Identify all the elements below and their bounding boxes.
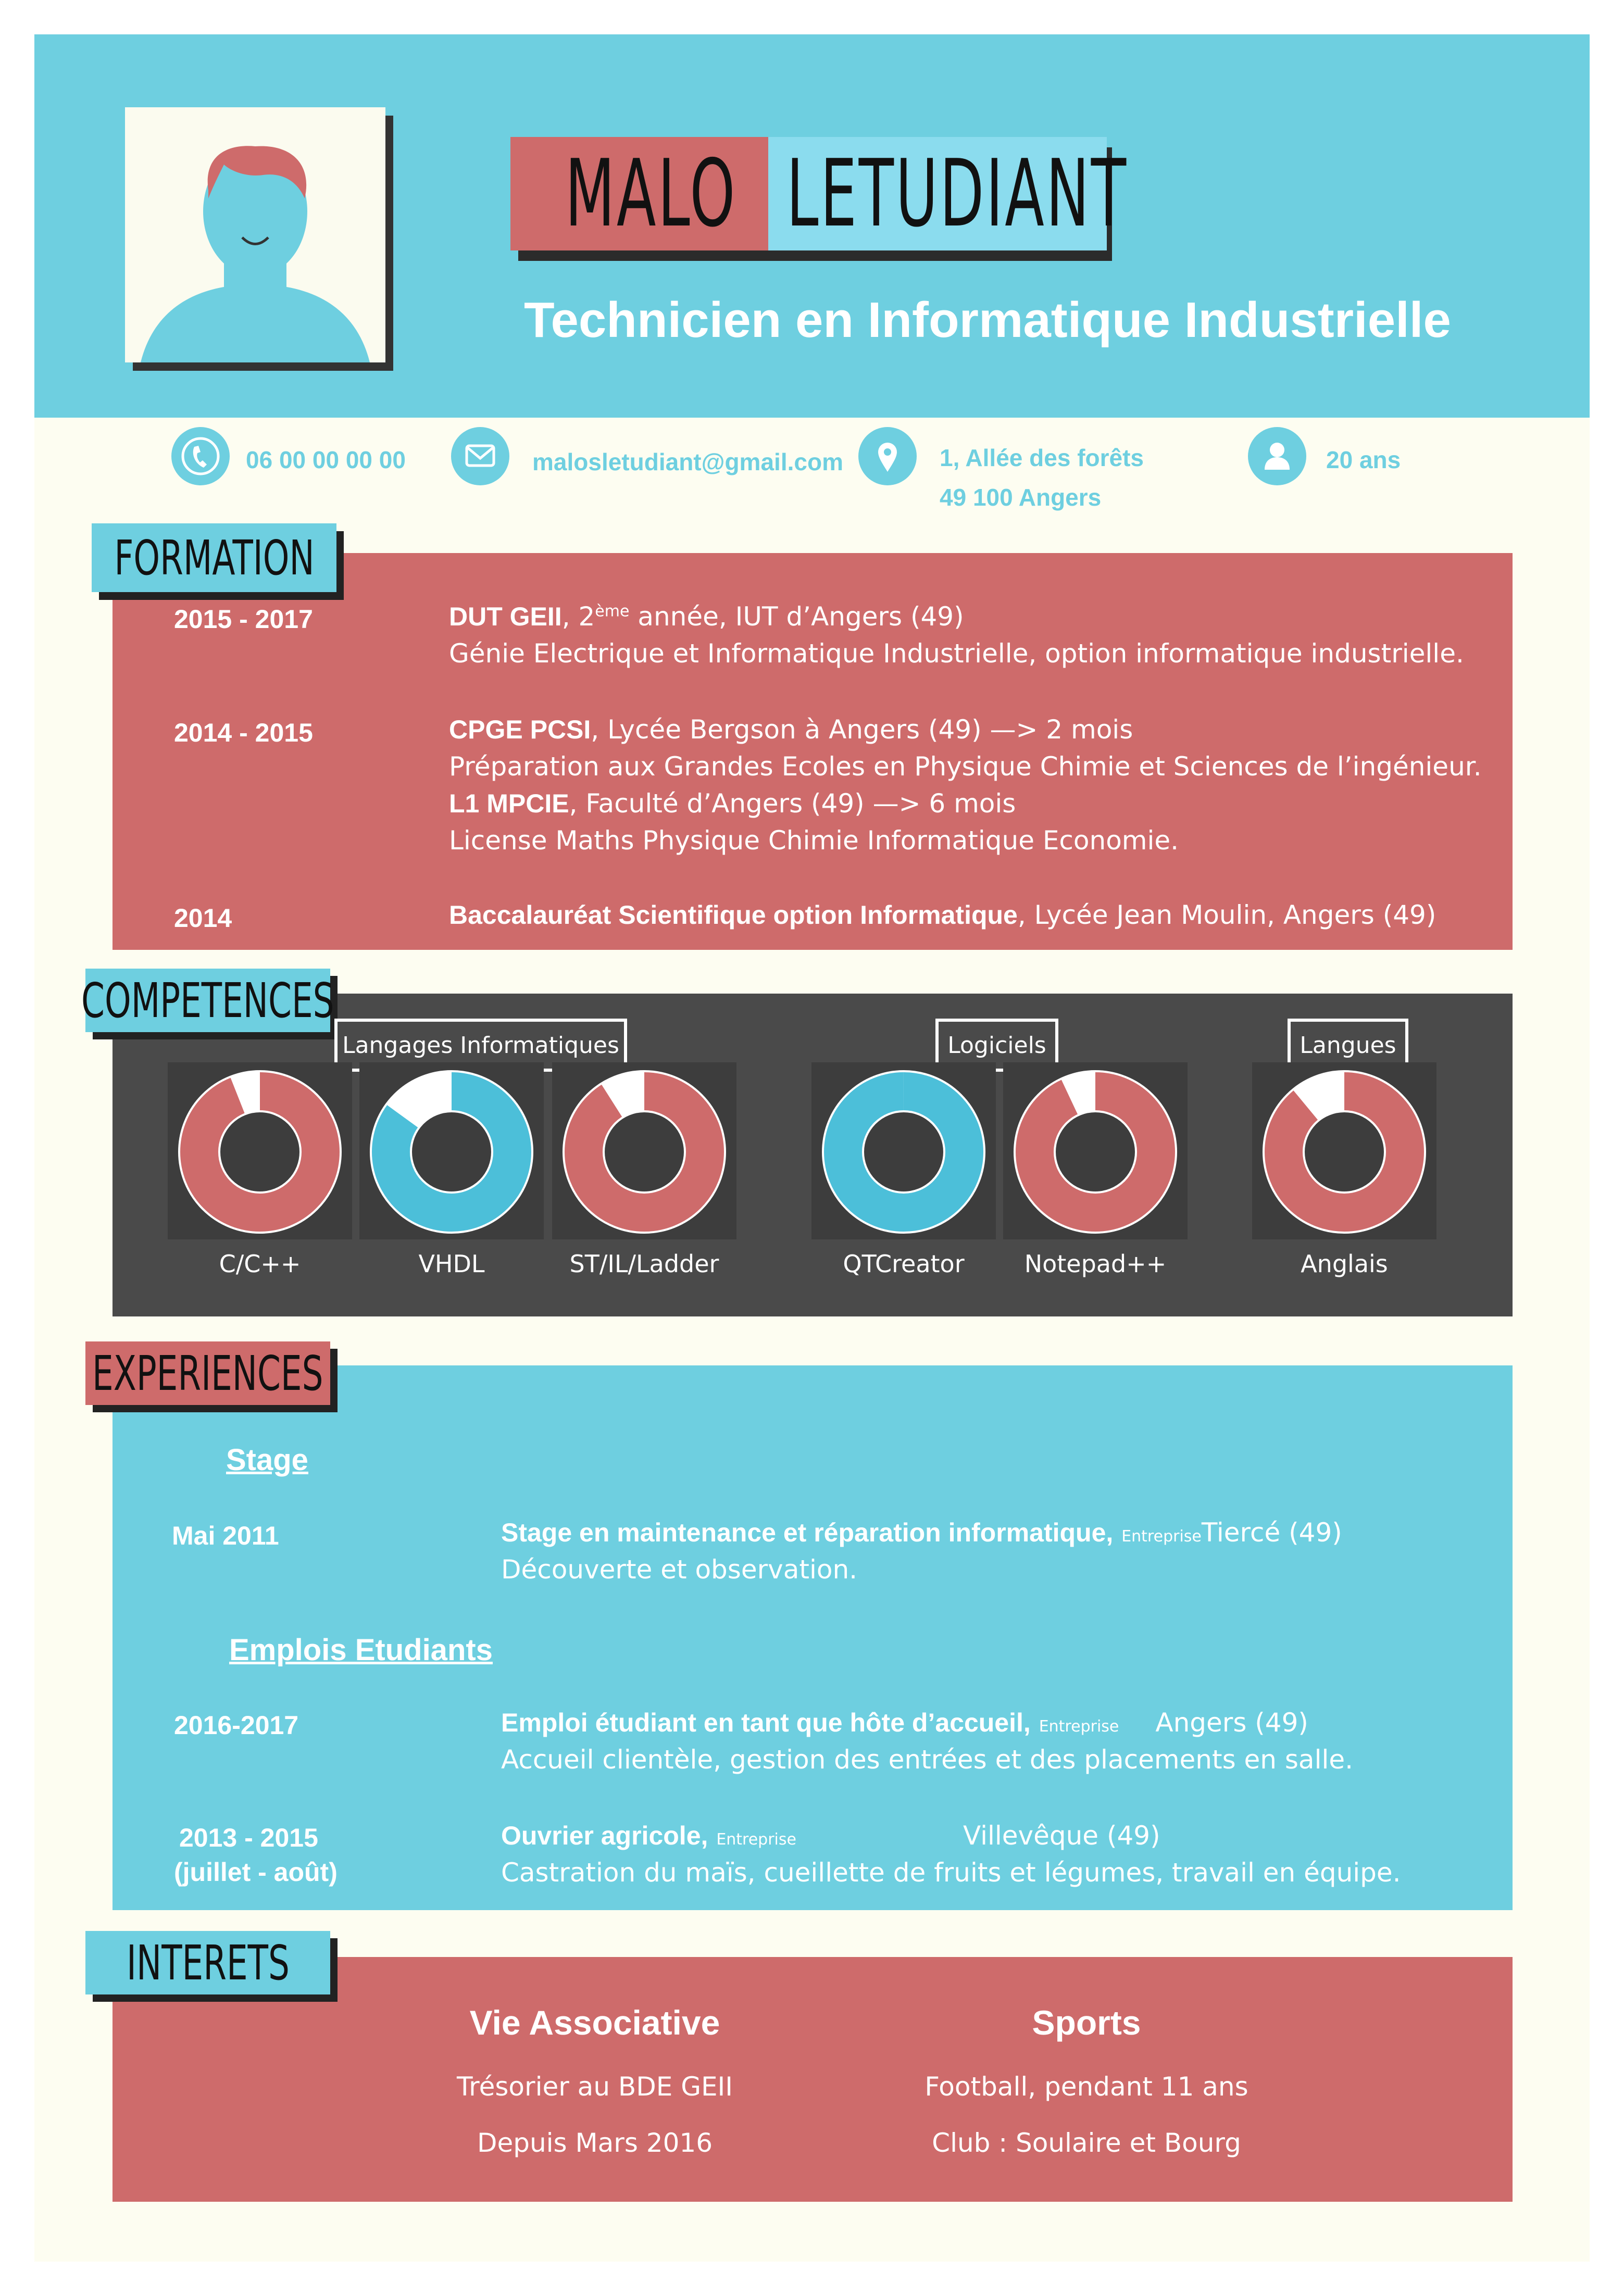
skill-chart-1: [168, 1062, 352, 1239]
formation-section: [113, 553, 1513, 950]
job2-date-period: (juillet - août): [174, 1858, 338, 1887]
skill-label: QTCreator: [843, 1250, 965, 1278]
skill-ring-hole: [1054, 1110, 1137, 1194]
skill-label: ST/IL/Ladder: [569, 1250, 719, 1278]
interest-2-line-1: Football, pendant 11 ans: [925, 2072, 1248, 2102]
skill-ring-outline: [1014, 1070, 1177, 1234]
mail-icon: [451, 427, 509, 485]
interest-1-title: Vie Associative: [469, 2003, 720, 2042]
phone-number: 06 00 00 00 00: [246, 446, 406, 473]
skill-chart-5: [1003, 1062, 1188, 1239]
job2-desc: Castration du maïs, cueillette de fruits…: [501, 1858, 1401, 1888]
first-name-box: MALO: [510, 137, 768, 250]
jobs-heading: Emplois Etudiants: [229, 1633, 493, 1667]
skill-ring-hole: [1303, 1110, 1386, 1194]
location-pin-icon: [858, 427, 917, 485]
skill-ring-outline: [178, 1070, 342, 1234]
skill-label: VHDL: [418, 1250, 485, 1278]
job2-date: 2013 - 2015: [179, 1823, 318, 1852]
age: 20 ans: [1326, 446, 1401, 473]
formation-date-2: 2014 - 2015: [174, 718, 313, 747]
interets-heading-tab: INTERETS: [85, 1931, 330, 1994]
profile-photo: [125, 107, 385, 362]
person-icon: [1248, 427, 1306, 485]
formation-degree-4: Baccalauréat Scientifique option Informa…: [449, 900, 1436, 930]
interest-2-title: Sports: [1032, 2003, 1141, 2042]
interest-2-line-2: Club : Soulaire et Bourg: [932, 2128, 1241, 2158]
job1-desc: Accueil clientèle, gestion des entrées e…: [501, 1745, 1354, 1775]
address-line-1: 1, Allée des forêts: [940, 444, 1144, 471]
last-name-box: LETUDIANT: [768, 137, 1128, 250]
experiences-section: [113, 1365, 1513, 1910]
skill-ring-outline: [370, 1070, 533, 1234]
experiences-heading: EXPERIENCES: [92, 1345, 323, 1401]
skill-chart-3: [552, 1062, 736, 1239]
skill-label: Notepad++: [1024, 1250, 1167, 1278]
experiences-heading-tab: EXPERIENCES: [85, 1341, 330, 1405]
job1-title: Emploi étudiant en tant que hôte d’accue…: [501, 1708, 1308, 1738]
formation-degree-1: DUT GEII, 2ème année, IUT d’Angers (49): [449, 601, 964, 632]
job2-title: Ouvrier agricole, Entreprise Villevêque (…: [501, 1821, 1160, 1851]
formation-desc-2: Préparation aux Grandes Ecoles en Physiq…: [449, 751, 1482, 782]
formation-degree-3: L1 MPCIE, Faculté d’Angers (49) —> 6 moi…: [449, 788, 1016, 819]
interets-heading: INTERETS: [126, 1935, 290, 1991]
last-name: LETUDIANT: [786, 140, 1128, 247]
job-title: Technicien en Informatique Industrielle: [524, 292, 1451, 348]
skill-ring-hole: [862, 1110, 945, 1194]
interest-1-line-2: Depuis Mars 2016: [477, 2128, 713, 2158]
formation-desc-1: Génie Electrique et Informatique Industr…: [449, 638, 1464, 669]
stage-desc: Découverte et observation.: [501, 1554, 858, 1585]
address-line-2: 49 100 Angers: [940, 484, 1102, 511]
formation-desc-3: License Maths Physique Chimie Informatiq…: [449, 825, 1179, 856]
skill-chart-4: [811, 1062, 996, 1239]
skill-ring-outline: [563, 1070, 726, 1234]
formation-date-1: 2015 - 2017: [174, 605, 313, 634]
avatar-icon: [141, 146, 370, 362]
skill-label: C/C++: [219, 1250, 301, 1278]
formation-heading-tab: FORMATION: [92, 523, 336, 592]
skill-ring-hole: [410, 1110, 493, 1194]
first-name: MALO: [565, 140, 738, 247]
competences-heading-tab: COMPETENCES: [81, 969, 334, 1032]
phone-icon: [171, 427, 230, 485]
skill-ring-outline: [822, 1070, 985, 1234]
formation-degree-2: CPGE PCSI, Lycée Bergson à Angers (49) —…: [449, 714, 1133, 745]
formation-heading: FORMATION: [114, 530, 315, 586]
interets-section: [113, 1957, 1513, 2202]
skill-ring-hole: [218, 1110, 302, 1194]
formation-date-3: 2014: [174, 904, 232, 933]
skill-label: Anglais: [1301, 1250, 1388, 1278]
interest-1-line-1: Trésorier au BDE GEII: [456, 2072, 733, 2102]
skill-ring-outline: [1263, 1070, 1426, 1234]
stage-title: Stage en maintenance et réparation infor…: [501, 1517, 1342, 1548]
email-address: malosletudiant@gmail.com: [532, 448, 843, 475]
competences-heading: COMPETENCES: [81, 972, 334, 1028]
skill-chart-6: [1252, 1062, 1436, 1239]
stage-heading: Stage: [226, 1443, 308, 1477]
job1-date: 2016-2017: [174, 1711, 299, 1740]
stage-date: Mai 2011: [172, 1521, 279, 1550]
skill-ring-hole: [603, 1110, 686, 1194]
skill-chart-2: [359, 1062, 544, 1239]
